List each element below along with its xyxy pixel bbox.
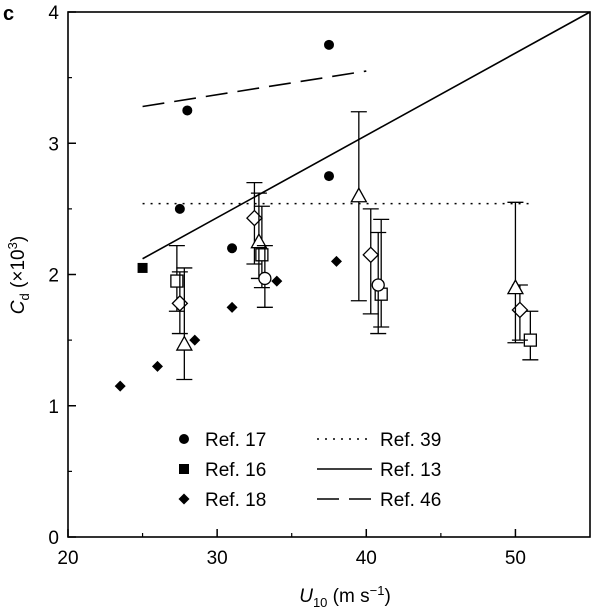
x-axis-title-sub: 10 [313,595,327,610]
legend-item: Ref. 16 [179,460,266,481]
legend-label: Ref. 18 [205,490,266,511]
legend-label: Ref. 13 [380,460,441,481]
x-tick-label: 40 [356,548,377,569]
data-point [175,335,193,351]
x-tick-label: 50 [505,548,526,569]
axes: 20 30 40 50 0 1 2 3 4 [48,3,591,569]
x-axis-title-main: U [299,586,313,607]
data-point [227,243,238,254]
legend: Ref. 17 Ref. 16 Ref. 18 Ref. 39 Ref. 13 Ref. … [178,430,441,511]
data-point [189,334,201,346]
legend-item: Ref. 39 [317,430,441,451]
data-point [350,186,368,203]
data-point [182,105,193,116]
x-axis-title-unit-sup: −1 [370,583,385,598]
series-ref-16 [137,262,148,273]
data-point [324,39,334,50]
y-axis-title-sub: d [17,293,32,300]
series-ref-17 [174,39,334,254]
legend-label: Ref. 16 [205,460,266,481]
series-errorbar-9 [256,231,387,335]
legend-symbol [178,493,190,505]
y-axis-title-main: C [8,300,29,314]
data-point [226,301,238,313]
data-point [330,255,342,267]
data-point [324,171,334,182]
data-point [114,380,126,392]
series-ref-46 [142,70,367,108]
legend-symbol [179,434,189,444]
data-point [250,232,268,249]
data-point [371,278,385,292]
y-axis-title-close: ) [8,236,29,242]
y-axis-title: Cd (×103) [5,236,32,314]
x-tick-label: 20 [57,548,78,569]
plot-frame [67,11,591,538]
data-point [362,246,380,264]
legend-label: Ref. 46 [380,490,441,511]
x-tick-label: 30 [207,548,228,569]
data-point [258,271,272,286]
legend-item: Ref. 18 [178,490,266,511]
data-point [174,203,185,214]
y-axis-title-unit: (×10 [8,249,29,293]
legend-label: Ref. 39 [380,430,441,451]
series-ref-18 [114,255,342,392]
data-point [246,209,263,227]
series-errorbar-7 [171,181,529,341]
data-point [151,360,163,372]
data-point [506,278,525,295]
legend-item: Ref. 46 [317,490,441,511]
y-tick-label: 2 [48,266,59,287]
x-axis-title-unit: (m s [327,586,369,607]
legend-label: Ref. 17 [205,430,266,451]
data-point [170,274,184,288]
series-line [142,11,591,260]
y-tick-label: 4 [48,3,59,24]
plot-area [114,11,591,392]
legend-item: Ref. 17 [179,430,266,451]
data-point [171,294,189,312]
legend-symbol [179,464,189,474]
y-tick-label: 0 [48,528,59,549]
y-tick-label: 1 [48,397,59,418]
x-axis-title: U10 (m s−1) [299,583,391,610]
data-point [137,262,148,273]
series-ref-13 [142,11,591,260]
panel-label: c [3,3,14,25]
data-point [271,275,283,287]
data-point [511,301,529,319]
series-line [142,70,367,108]
y-tick-label: 3 [48,134,59,155]
legend-item: Ref. 13 [317,460,441,481]
data-point [255,248,269,262]
y-axis-title-unit-sup: 3 [5,242,20,249]
x-axis-title-close: ) [384,586,390,607]
series-errorbar-6 [168,205,539,361]
